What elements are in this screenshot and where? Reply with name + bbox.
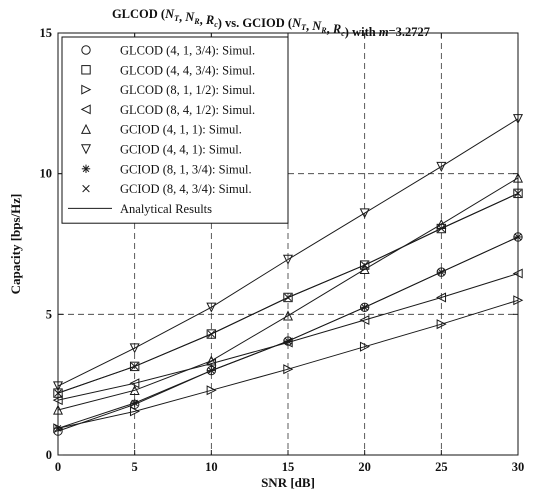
x-stroke [54,389,62,397]
x-axis-label: SNR [dB] [261,475,315,490]
series-6-point [129,343,140,354]
legend-marker [81,84,92,95]
x-stroke [360,261,369,269]
x-tick-label: 15 [282,460,295,474]
series-4-point [52,395,63,406]
series-2-point [513,188,523,199]
star-stroke [82,165,90,173]
series-8-point [54,389,62,397]
series-5-point [129,384,140,395]
axis-ticks: 0 5 10 15 20 25 30 0 5 10 15 [40,26,525,474]
legend-marker [81,164,91,173]
series-8-point [437,224,446,233]
series-2-point [129,361,140,372]
series-7-point [437,267,446,277]
star-stroke [438,268,445,276]
series-7-point [513,232,523,242]
x-tick-label: 5 [132,460,138,474]
legend-label: GLCOD (8, 4, 1/2): Simul. [120,103,255,117]
legend-label: GCIOD (8, 4, 3/4): Simul. [120,182,252,196]
series-6-point [206,302,217,313]
series-6-point [436,161,447,172]
x-stroke [284,293,292,302]
legend-marker [80,144,92,155]
star-stroke [208,367,215,374]
legend-marker [80,104,91,115]
star-stroke [284,337,292,345]
chart-title: GLCOD (NT, NR, Rc) vs. GCIOD (NT, NR, Rc… [112,7,430,39]
series-4-point [359,314,370,325]
legend-label: GCIOD (4, 4, 1): Simul. [120,143,242,157]
series-8-point [130,362,139,371]
x-tick-label: 30 [512,460,525,474]
series-3-point [129,406,140,417]
series-3-point [359,341,370,352]
y-tick-label: 15 [40,26,53,40]
legend-label: GCIOD (8, 1, 3/4): Simul. [120,162,252,176]
y-tick-label: 5 [46,307,52,321]
legend-label: GLCOD (4, 4, 3/4): Simul. [120,63,255,77]
series-2-point [283,292,293,303]
series-line-6 [57,118,519,387]
x-stroke [514,189,522,198]
series-6-point [282,254,294,265]
series-5-point [282,310,294,321]
star-stroke [361,304,368,311]
legend-marker [81,45,91,55]
series-5-point [512,172,524,183]
series-4-point [512,268,523,279]
x-stroke [437,224,446,233]
series-6-point [52,381,64,392]
x-tick-label: 10 [205,460,218,474]
series-3-point [436,319,447,330]
series-5-point [206,355,217,366]
x-tick-label: 25 [435,460,448,474]
series-3-point [283,364,294,375]
series-2-point [53,388,63,398]
series-2-point [206,329,217,339]
series-2-point [359,260,370,270]
series-5-point [359,264,370,275]
legend-marker [82,184,90,193]
series-8-point [207,330,216,338]
series-7-point [283,336,293,346]
series-3-point [513,295,524,306]
legend-label: GCIOD (4, 1, 1): Simul. [120,123,242,137]
series-3-point [206,385,217,396]
y-tick-label: 0 [46,448,52,462]
star-stroke [54,424,62,432]
legend-marker [80,123,92,134]
x-tick-label: 0 [55,460,61,474]
series-line-3 [57,299,519,429]
series-5-point [52,404,64,415]
series-8-point [284,293,292,302]
series-8-point [360,261,369,269]
series-markers [52,114,524,436]
series-7-point [207,366,216,375]
series-4-point [436,292,447,303]
series-7-point [130,398,139,408]
x-stroke [130,362,139,371]
y-axis-label: Capacity [bps/Hz] [8,194,23,295]
star-stroke [131,399,138,407]
series-7-point [360,303,369,312]
legend-label: GLCOD (4, 1, 3/4): Simul. [120,44,255,58]
series-6-point [359,208,370,219]
series-4-point [206,358,217,369]
legend-label: GLCOD (8, 1, 1/2): Simul. [120,83,255,97]
legend-box [61,36,289,224]
x-tick-label: 20 [358,460,371,474]
y-tick-label: 10 [40,167,53,181]
x-stroke [82,184,90,193]
legend: GLCOD (4, 1, 3/4): Simul. GLCOD (4, 4, 3/… [61,36,289,224]
legend-label: Analytical Results [120,202,212,216]
series-8-point [514,189,522,198]
x-stroke [207,330,216,338]
star-stroke [514,233,522,241]
series-6-point [512,114,524,125]
series-7-point [53,424,63,433]
legend-marker [81,65,91,75]
